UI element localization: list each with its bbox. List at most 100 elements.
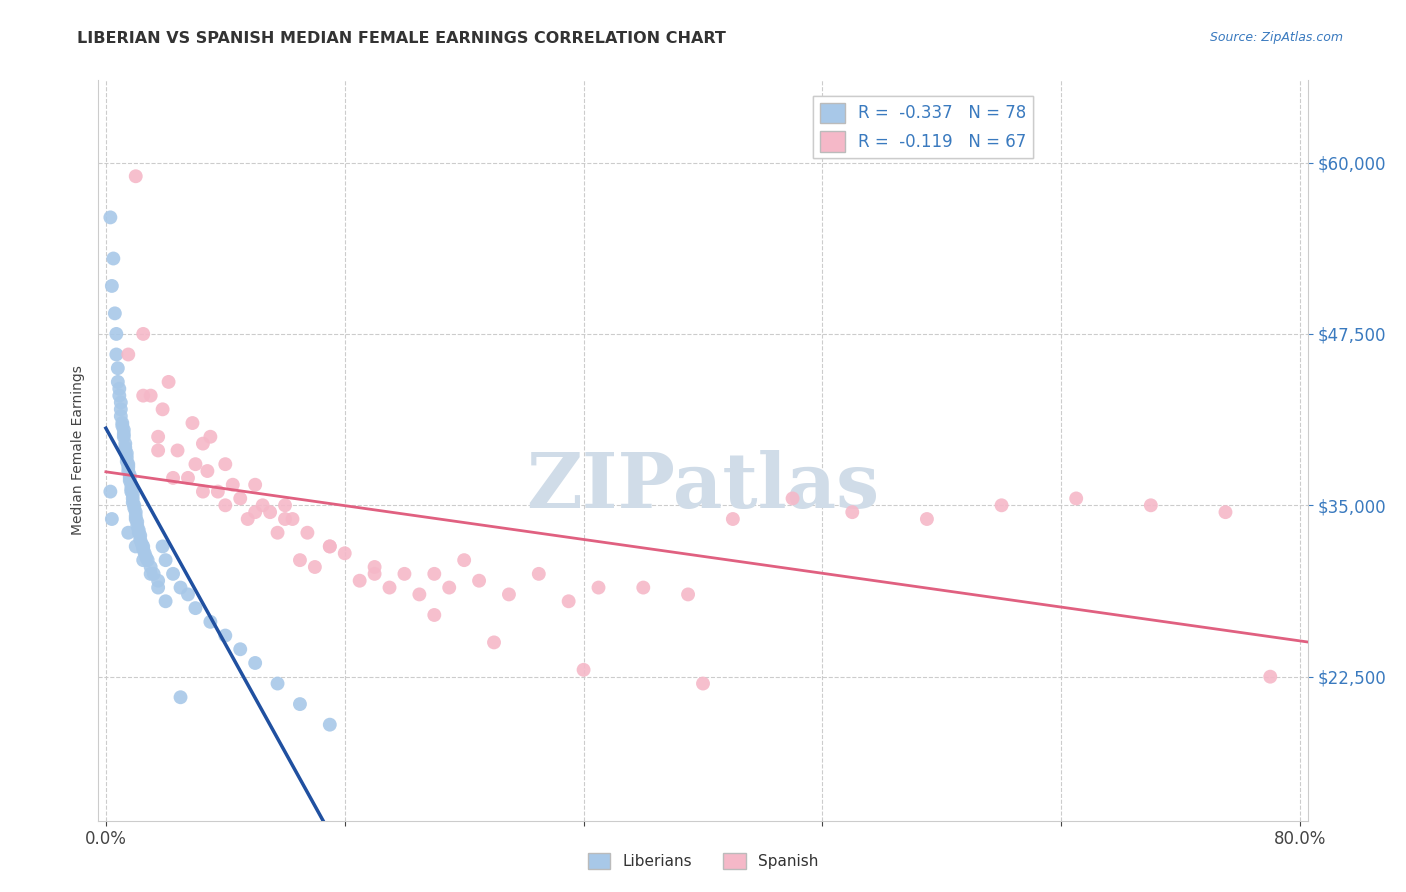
Point [169, 581, 191, 595]
Point [229, 642, 252, 657]
Point [114, 441, 136, 455]
Point [214, 628, 236, 642]
Point [114, 436, 136, 450]
Point [107, 375, 129, 389]
Text: LIBERIAN VS SPANISH MEDIAN FEMALE EARNINGS CORRELATION CHART: LIBERIAN VS SPANISH MEDIAN FEMALE EARNIN… [77, 31, 727, 46]
Point [108, 389, 131, 403]
Point [110, 409, 132, 424]
Point [108, 382, 131, 396]
Point [990, 498, 1012, 512]
Point [146, 581, 169, 595]
Point [236, 512, 259, 526]
Point [110, 402, 132, 417]
Point [252, 498, 274, 512]
Point [197, 464, 219, 478]
Point [207, 484, 229, 499]
Point [118, 474, 141, 488]
Point [118, 471, 141, 485]
Point [349, 574, 371, 588]
Point [104, 306, 127, 320]
Point [288, 697, 311, 711]
Point [122, 498, 145, 512]
Point [177, 471, 200, 485]
Point [557, 594, 579, 608]
Point [121, 487, 143, 501]
Point [117, 525, 139, 540]
Point [105, 347, 128, 361]
Point [439, 581, 461, 595]
Point [1140, 498, 1163, 512]
Legend: Liberians, Spanish: Liberians, Spanish [582, 847, 824, 875]
Point [155, 553, 177, 567]
Point [139, 560, 162, 574]
Point [146, 574, 169, 588]
Point [288, 553, 311, 567]
Point [132, 326, 155, 341]
Legend: R =  -0.337   N = 78, R =  -0.119   N = 67: R = -0.337 N = 78, R = -0.119 N = 67 [813, 96, 1033, 159]
Point [112, 430, 135, 444]
Point [129, 528, 152, 542]
Point [115, 454, 138, 468]
Point [98, 211, 121, 225]
Point [132, 542, 155, 557]
Point [135, 550, 157, 565]
Point [117, 464, 139, 478]
Point [136, 553, 159, 567]
Point [482, 635, 505, 649]
Point [157, 375, 180, 389]
Point [152, 402, 174, 417]
Point [572, 663, 595, 677]
Point [127, 515, 149, 529]
Point [117, 457, 139, 471]
Point [120, 477, 142, 491]
Point [782, 491, 804, 506]
Point [588, 581, 610, 595]
Point [152, 540, 174, 554]
Point [101, 512, 124, 526]
Point [214, 457, 236, 471]
Point [125, 540, 148, 554]
Point [319, 540, 342, 554]
Point [177, 587, 200, 601]
Point [243, 656, 266, 670]
Point [166, 443, 188, 458]
Point [131, 537, 153, 551]
Point [110, 395, 132, 409]
Point [111, 416, 134, 430]
Point [468, 574, 491, 588]
Point [129, 533, 152, 547]
Point [132, 540, 155, 554]
Point [319, 717, 342, 731]
Point [200, 430, 222, 444]
Point [453, 553, 475, 567]
Point [121, 495, 143, 509]
Point [363, 566, 385, 581]
Point [333, 546, 356, 560]
Point [378, 581, 401, 595]
Point [114, 443, 136, 458]
Point [112, 423, 135, 437]
Point [132, 389, 155, 403]
Point [128, 525, 150, 540]
Point [107, 361, 129, 376]
Point [423, 566, 446, 581]
Point [127, 519, 149, 533]
Point [115, 450, 138, 465]
Point [125, 505, 148, 519]
Point [394, 566, 416, 581]
Point [408, 587, 430, 601]
Point [184, 601, 207, 615]
Point [297, 525, 319, 540]
Point [118, 468, 141, 483]
Point [105, 326, 128, 341]
Point [125, 512, 148, 526]
Point [120, 484, 142, 499]
Point [692, 676, 714, 690]
Point [200, 615, 222, 629]
Point [274, 512, 297, 526]
Point [128, 523, 150, 537]
Point [266, 676, 288, 690]
Point [117, 347, 139, 361]
Point [120, 482, 142, 496]
Point [498, 587, 520, 601]
